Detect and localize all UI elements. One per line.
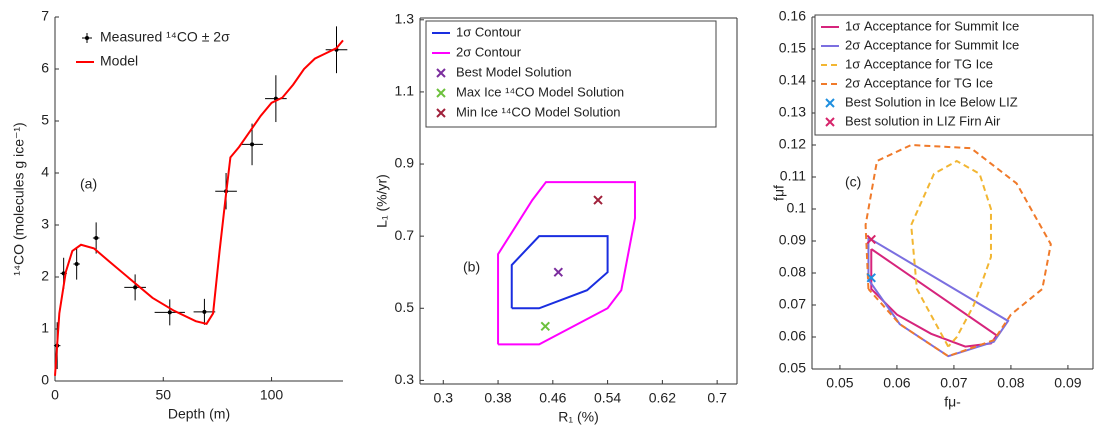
marker (540, 321, 551, 332)
legend-label: Best Solution in Ice Below LIZ (845, 94, 1018, 109)
legend-label: Max Ice ¹⁴CO Model Solution (456, 84, 624, 99)
y-tick-label: 2 (41, 268, 49, 284)
annotation: (c) (845, 174, 861, 190)
y-tick-label: 0.09 (779, 232, 806, 248)
y-tick-label: 0.16 (779, 8, 806, 24)
data-point (133, 285, 138, 290)
y-axis-label: fμf (771, 185, 787, 201)
data-point (94, 236, 99, 240)
x-tick-label: 0.06 (883, 375, 910, 391)
y-tick-label: 0.06 (779, 328, 806, 344)
x-tick-label: 50 (155, 387, 171, 403)
legend-symbol (436, 88, 446, 98)
data-point (250, 142, 255, 147)
y-tick-label: 3 (41, 216, 49, 232)
y-tick-label: 0.9 (395, 155, 415, 171)
x-tick-label: 0.46 (539, 390, 566, 406)
y-axis-label: L₁ (%/yr) (374, 174, 390, 228)
y-tick-label: 0.08 (779, 264, 806, 280)
y-tick-label: 4 (41, 164, 49, 180)
annotation: (a) (80, 176, 97, 192)
y-tick-label: 0.1 (787, 200, 807, 216)
annotation: (b) (463, 259, 480, 275)
legend-label: Best solution in LIZ Firn Air (845, 113, 1001, 128)
series-line (510, 235, 609, 310)
y-tick-label: 1.1 (395, 83, 415, 99)
y-tick-label: 7 (41, 8, 49, 24)
data-point (74, 262, 79, 266)
y-tick-label: 0.05 (779, 360, 806, 376)
legend-label: 1σ Acceptance for Summit Ice (845, 18, 1019, 33)
legend-symbol (436, 108, 446, 118)
x-tick-label: 0.05 (826, 375, 853, 391)
x-tick-label: 0.62 (649, 390, 676, 406)
x-tick-label: 0.38 (484, 390, 511, 406)
x-axis-label: R₁ (%) (558, 409, 599, 425)
legend-label: 2σ Acceptance for TG Ice (845, 75, 993, 90)
y-tick-label: 6 (41, 60, 49, 76)
x-tick-label: 0.7 (707, 390, 727, 406)
marker (866, 234, 876, 245)
x-tick-label: 100 (260, 387, 284, 403)
legend-label: 1σ Contour (456, 24, 522, 39)
legend-label: 2σ Acceptance for Summit Ice (845, 37, 1019, 52)
x-tick-label: 0.08 (997, 375, 1024, 391)
legend-symbol (85, 36, 89, 40)
series-line (870, 248, 999, 348)
legend-box (425, 20, 717, 128)
y-tick-label: 0 (41, 372, 49, 388)
x-axis-label: fμ- (944, 394, 961, 410)
x-tick-label: 0.3 (434, 390, 454, 406)
legend-label: Min Ice ¹⁴CO Model Solution (456, 104, 621, 119)
y-tick-label: 0.3 (395, 371, 415, 387)
series-line (497, 181, 636, 346)
legend: 1σ Acceptance for Summit Ice 2σ Acceptanc… (814, 14, 1094, 136)
marker (553, 267, 564, 277)
x-tick-label: 0 (51, 387, 59, 403)
y-tick-label: 0.07 (779, 296, 806, 312)
series-line (910, 159, 992, 348)
y-tick-label: 0.13 (779, 104, 806, 120)
series-line (864, 143, 1052, 358)
x-tick-label: 0.54 (594, 390, 621, 406)
y-tick-label: 0.5 (395, 299, 415, 315)
legend-label: 1σ Acceptance for TG Ice (845, 56, 993, 71)
y-tick-label: 0.11 (780, 168, 806, 184)
legend-symbol (825, 117, 835, 127)
data-point (167, 310, 172, 315)
legend-symbol (825, 98, 835, 108)
x-tick-label: 0.09 (1054, 375, 1081, 391)
legend-label: 2σ Contour (456, 44, 522, 59)
x-tick-label: 0.07 (940, 375, 967, 391)
y-tick-label: 0.15 (779, 40, 806, 56)
legend-label: Best Model Solution (456, 64, 572, 79)
legend: 1σ Contour 2σ Contour Best Model Solution M… (425, 20, 717, 128)
legend-box (814, 14, 1094, 136)
y-tick-label: 1.3 (395, 11, 415, 27)
y-tick-label: 5 (41, 112, 49, 128)
y-tick-label: 0.12 (779, 136, 806, 152)
y-tick-label: 0.14 (779, 72, 806, 88)
y-axis-label: ¹⁴CO (molecules g ice⁻¹) (11, 122, 27, 275)
y-tick-label: 1 (41, 320, 49, 336)
data-point (202, 309, 207, 314)
series-line (54, 39, 344, 376)
marker (593, 195, 603, 205)
series-line (867, 236, 1010, 358)
legend-symbol (436, 68, 446, 78)
legend: Measured ¹⁴CO ± 2σ Model (76, 29, 230, 69)
legend-label: Measured ¹⁴CO ± 2σ (100, 29, 230, 45)
y-tick-label: 0.7 (395, 227, 415, 243)
marker (866, 273, 876, 283)
legend-label: Model (100, 53, 138, 69)
x-axis-label: Depth (m) (168, 406, 230, 422)
